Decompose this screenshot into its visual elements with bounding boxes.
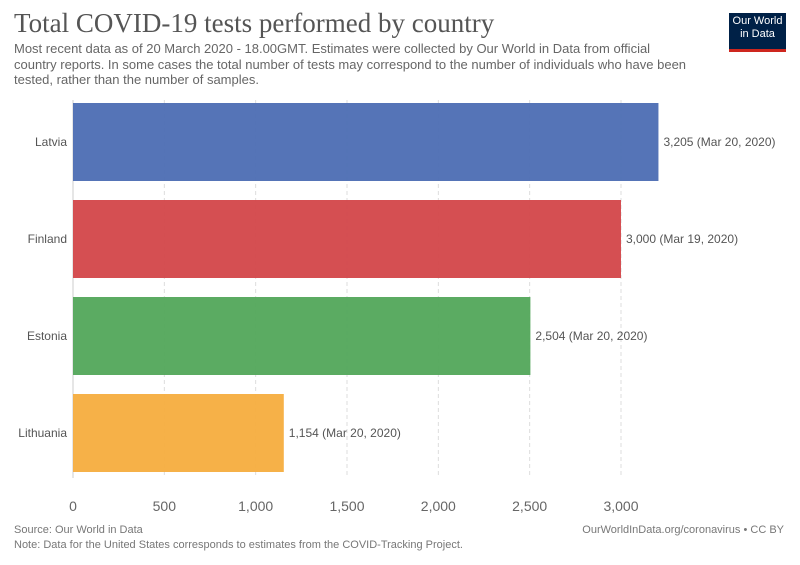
bar-finland [73, 200, 621, 278]
category-label: Latvia [35, 135, 67, 149]
x-tick-label: 1,500 [329, 498, 364, 514]
chart-title: Total COVID-19 tests performed by countr… [14, 8, 495, 38]
chart-subtitle: Most recent data as of 20 March 2020 - 1… [14, 41, 687, 87]
category-label: Lithuania [18, 426, 67, 440]
data-label: 2,504 (Mar 20, 2020) [535, 329, 647, 343]
license-text[interactable]: OurWorldInData.org/coronavirus • CC BY [582, 524, 784, 536]
data-label: 1,154 (Mar 20, 2020) [289, 426, 401, 440]
x-tick-label: 500 [153, 498, 177, 514]
x-tick-label: 2,500 [512, 498, 547, 514]
bar-lithuania [73, 394, 284, 472]
bar-estonia [73, 297, 531, 375]
data-label: 3,205 (Mar 20, 2020) [663, 135, 775, 149]
x-tick-label: 0 [69, 498, 77, 514]
x-tick-label: 3,000 [603, 498, 638, 514]
bar-latvia [73, 103, 659, 181]
category-label: Estonia [27, 329, 67, 343]
x-tick-label: 1,000 [238, 498, 273, 514]
logo-line-1: Our World [732, 15, 783, 27]
data-label: 3,000 (Mar 19, 2020) [626, 232, 738, 246]
note-text: Note: Data for the United States corresp… [14, 539, 463, 551]
owid-logo[interactable]: Our World in Data [729, 13, 786, 52]
x-tick-label: 2,000 [421, 498, 456, 514]
source-text[interactable]: Source: Our World in Data [14, 524, 143, 536]
category-label: Finland [28, 232, 67, 246]
logo-line-2: in Data [740, 28, 775, 40]
